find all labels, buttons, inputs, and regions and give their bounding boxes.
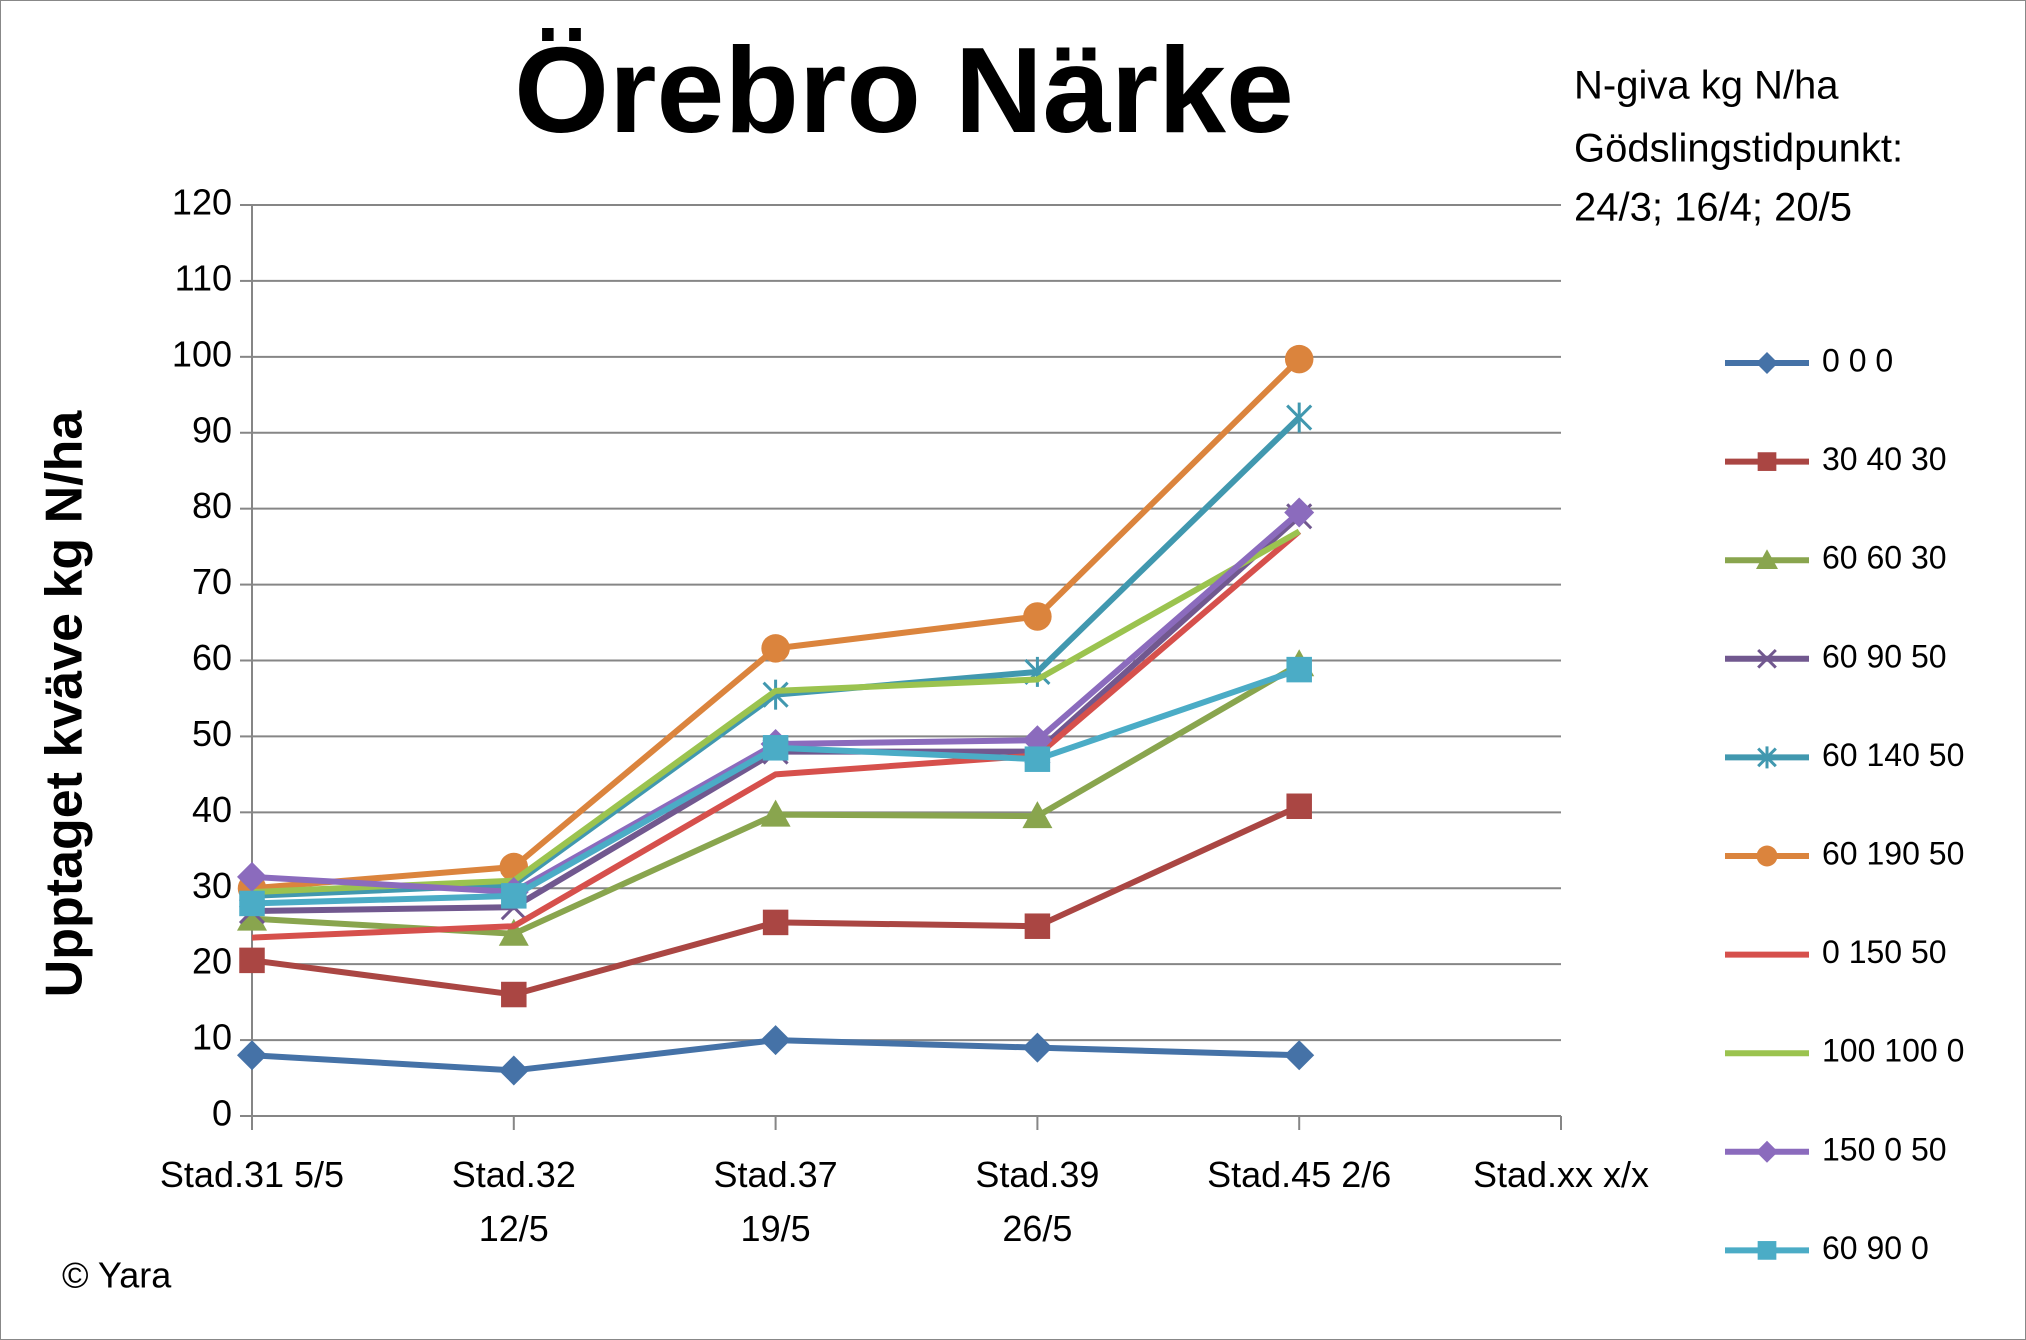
marker — [762, 735, 789, 761]
marker — [1022, 801, 1053, 829]
y-tick-label: 10 — [192, 1017, 232, 1058]
marker — [1024, 746, 1051, 772]
y-tick-label: 60 — [192, 637, 232, 678]
y-tick-label: 20 — [192, 941, 232, 982]
marker — [498, 1055, 529, 1086]
y-tick-label: 50 — [192, 713, 232, 754]
legend-marker — [1756, 352, 1778, 374]
legend-label: 60 140 50 — [1822, 737, 1964, 773]
legend-label: 0 0 0 — [1822, 342, 1893, 378]
marker — [762, 909, 789, 936]
legend-label: 30 40 30 — [1822, 441, 1947, 477]
legend-marker — [1756, 1140, 1778, 1163]
x-tick-label: Stad.32 12/5 — [451, 1154, 576, 1249]
y-tick-label: 90 — [192, 409, 232, 450]
y-tick-label: 40 — [192, 789, 232, 830]
legend-marker — [1757, 452, 1777, 471]
x-tick-label: Stad.39 26/5 — [975, 1154, 1100, 1249]
marker — [760, 799, 791, 827]
marker — [761, 634, 790, 663]
y-tick-label: 0 — [212, 1093, 232, 1134]
x-tick-label: Stad.31 5/5 — [159, 1154, 345, 1195]
marker — [501, 981, 527, 1008]
legend-label: 60 90 0 — [1822, 1230, 1929, 1266]
annotation: 24/3; 16/4; 20/5 — [1574, 186, 1852, 230]
annotation: N-giva kg N/ha — [1574, 64, 1839, 108]
legend-marker — [1756, 845, 1778, 867]
marker — [1284, 1040, 1315, 1071]
series-line — [251, 529, 1302, 941]
legend-label: 0 150 50 — [1822, 934, 1947, 970]
marker — [237, 903, 267, 931]
footer: © Yara — [62, 1255, 172, 1296]
legend-label: 60 90 50 — [1822, 638, 1947, 674]
marker — [498, 918, 529, 946]
legend-label: 150 0 50 — [1822, 1131, 1947, 1167]
marker — [762, 679, 789, 710]
marker — [501, 883, 527, 909]
y-tick-label: 100 — [172, 333, 232, 374]
marker — [237, 1040, 267, 1071]
marker — [239, 890, 265, 917]
y-tick-label: 80 — [192, 485, 232, 526]
legend-label: 60 190 50 — [1822, 835, 1964, 871]
x-tick-label: Stad.xx x/x — [1472, 1154, 1650, 1195]
series-line — [251, 514, 1302, 915]
marker-stroke — [1757, 648, 1777, 669]
legend-marker — [1756, 549, 1778, 569]
marker — [239, 947, 265, 974]
legend-marker — [1757, 746, 1777, 769]
y-tick-label: 110 — [175, 257, 232, 298]
chart-title: Örebro Närke — [514, 22, 1294, 158]
x-tick-label: Stad.37 19/5 — [713, 1154, 838, 1249]
marker — [1023, 602, 1052, 631]
annotation: Gödslingstidpunkt: — [1574, 127, 1903, 171]
marker — [760, 1025, 791, 1056]
marker — [1284, 344, 1314, 374]
y-tick-label: 70 — [192, 561, 232, 602]
marker — [1022, 1032, 1053, 1063]
x-tick-label: Stad.45 2/6 — [1207, 1154, 1392, 1195]
y-tick-label: 30 — [192, 865, 232, 906]
legend-marker — [1757, 648, 1777, 669]
legend-label: 60 60 30 — [1822, 540, 1947, 576]
marker — [1024, 913, 1051, 939]
legend-label: 100 100 0 — [1822, 1033, 1964, 1069]
marker — [1286, 402, 1313, 433]
marker — [1284, 497, 1315, 528]
marker — [1286, 656, 1312, 683]
marker — [1286, 793, 1312, 820]
legend-marker — [1757, 1241, 1777, 1260]
y-axis-label: Upptaget kväve kg N/ha — [36, 410, 94, 998]
marker — [237, 861, 267, 892]
y-tick-label: 120 — [172, 182, 232, 223]
